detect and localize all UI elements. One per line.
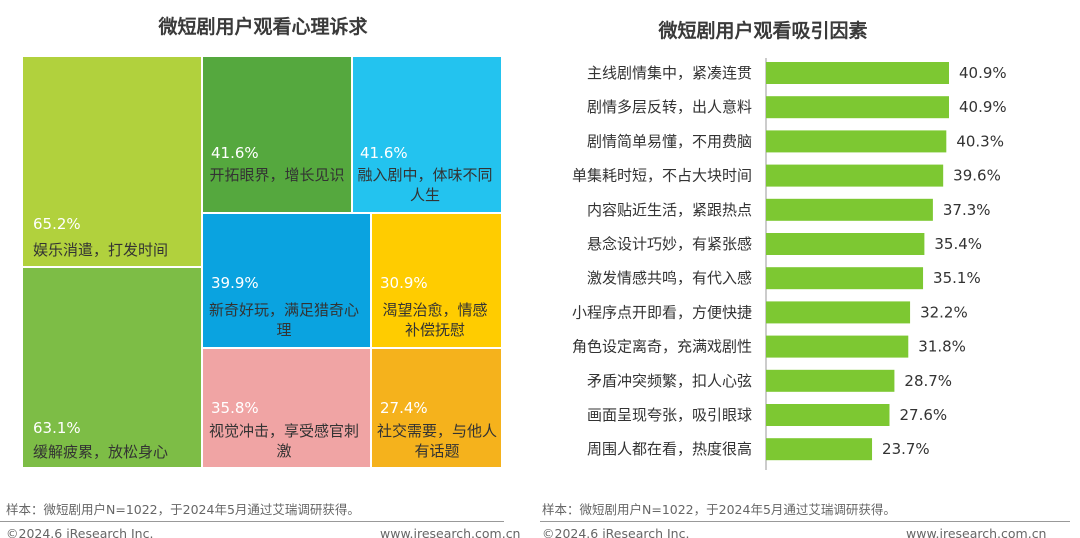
treemap-label: 新奇好玩，满足猎奇心理 — [209, 301, 360, 339]
treemap-value: 41.6% — [360, 144, 408, 162]
treemap-cell: 27.4% 社交需要，与他人有话题 — [372, 349, 501, 467]
treemap-cell: 41.6% 融入剧中，体味不同人生 — [353, 57, 501, 212]
bar — [766, 369, 895, 392]
bar — [766, 96, 949, 119]
bar-category-label: 悬念设计巧妙，有紧张感 — [587, 235, 752, 253]
bar-value-label: 37.3% — [943, 201, 991, 219]
bar-category-label: 周围人都在看，热度很高 — [587, 440, 752, 458]
right-chart-title: 微短剧用户观看吸引因素 — [658, 20, 868, 42]
bar — [766, 404, 890, 426]
treemap-cell: 35.8% 视觉冲击，享受感官刺激 — [203, 349, 370, 467]
treemap-label: 视觉冲击，享受感官刺激 — [209, 422, 360, 460]
bar-category-label: 角色设定离奇，充满戏剧性 — [572, 338, 752, 356]
bar-category-label: 画面呈现夸张，吸引眼球 — [587, 406, 752, 424]
treemap-value: 39.9% — [211, 274, 259, 292]
bar-value-label: 35.4% — [934, 235, 982, 253]
treemap-cell: 63.1% 缓解疲累，放松身心 — [23, 268, 201, 467]
bar-value-label: 39.6% — [953, 167, 1001, 185]
treemap-value: 65.2% — [33, 215, 81, 233]
bar-value-label: 32.2% — [920, 303, 968, 321]
left-footer-divider — [0, 521, 504, 522]
right-copyright: ©2024.6 iResearch Inc. — [542, 526, 690, 538]
bar — [766, 62, 949, 84]
treemap-label: 融入剧中，体味不同人生 — [357, 166, 493, 204]
treemap-value: 35.8% — [211, 399, 259, 417]
bar-value-label: 40.9% — [959, 98, 1007, 116]
right-website: www.iresearch.com.cn — [906, 526, 1047, 538]
bar — [766, 233, 925, 255]
bar — [766, 301, 911, 324]
bar — [766, 130, 947, 153]
treemap-cell: 65.2% 娱乐消遣，打发时间 — [23, 57, 201, 266]
bar — [766, 267, 924, 290]
bar — [766, 198, 933, 221]
bar-value-label: 40.9% — [959, 64, 1007, 82]
treemap-value: 30.9% — [380, 274, 428, 292]
left-source-note: 样本：微短剧用户N=1022，于2024年5月通过艾瑞调研获得。 — [6, 502, 360, 517]
treemap-value: 27.4% — [380, 399, 428, 417]
treemap-cell: 41.6% 开拓眼界，增长见识 — [203, 57, 351, 212]
left-copyright: ©2024.6 iResearch Inc. — [6, 526, 154, 538]
treemap-label: 渴望治愈，情感补偿抚慰 — [382, 301, 488, 339]
left-website: www.iresearch.com.cn — [380, 526, 521, 538]
treemap-value: 63.1% — [33, 419, 81, 437]
bar — [766, 335, 909, 358]
bar-value-label: 40.3% — [956, 132, 1004, 150]
bar-chart: 主线剧情集中，紧凑连贯 40.9% 剧情多层反转，出人意料 40.9% 剧情简单易懂，不… — [572, 58, 1007, 470]
bar-category-label: 激发情感共鸣，有代入感 — [587, 269, 752, 287]
treemap-label: 娱乐消遣，打发时间 — [33, 241, 169, 259]
treemap-label: 社交需要，与他人有话题 — [376, 422, 497, 460]
left-chart-title: 微短剧用户观看心理诉求 — [158, 16, 368, 38]
treemap-cell: 30.9% 渴望治愈，情感补偿抚慰 — [372, 214, 501, 347]
bar — [766, 164, 944, 187]
treemap-label: 开拓眼界，增长见识 — [209, 166, 345, 184]
treemap-label: 缓解疲累，放松身心 — [33, 443, 169, 461]
bar-category-label: 单集耗时短，不占大块时间 — [572, 167, 752, 185]
bar-category-label: 剧情简单易懂，不用费脑 — [587, 132, 752, 150]
bar-value-label: 27.6% — [899, 406, 947, 424]
bar-value-label: 23.7% — [882, 440, 930, 458]
right-source-note: 样本：微短剧用户N=1022，于2024年5月通过艾瑞调研获得。 — [542, 502, 896, 517]
bar-category-label: 小程序点开即看，方便快捷 — [572, 303, 752, 321]
bar-category-label: 矛盾冲突频繁，扣人心弦 — [587, 372, 752, 390]
bar-value-label: 35.1% — [933, 269, 981, 287]
treemap-value: 41.6% — [211, 144, 259, 162]
bar-category-label: 主线剧情集中，紧凑连贯 — [587, 64, 752, 82]
bar — [766, 438, 873, 461]
bar-value-label: 28.7% — [904, 372, 952, 390]
bar-category-label: 剧情多层反转，出人意料 — [587, 98, 752, 116]
treemap-cell: 39.9% 新奇好玩，满足猎奇心理 — [203, 214, 370, 347]
bar-category-label: 内容贴近生活，紧跟热点 — [587, 201, 752, 219]
treemap: 65.2% 娱乐消遣，打发时间 63.1% 缓解疲累，放松身心 41.6% 开拓… — [23, 57, 501, 467]
bar-value-label: 31.8% — [918, 338, 966, 356]
right-footer-divider — [540, 521, 1070, 522]
